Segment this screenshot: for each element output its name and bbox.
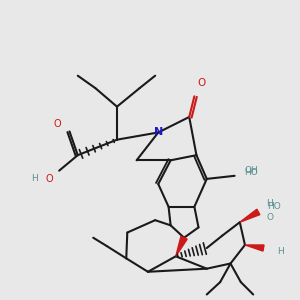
Text: O: O xyxy=(266,213,273,222)
Text: N: N xyxy=(154,128,163,137)
Text: H: H xyxy=(31,174,38,183)
Polygon shape xyxy=(245,245,264,251)
Text: OH: OH xyxy=(244,166,258,175)
Text: HO: HO xyxy=(267,202,281,211)
Text: H: H xyxy=(266,199,273,208)
Text: O: O xyxy=(53,119,61,129)
Polygon shape xyxy=(240,209,260,222)
Text: H: H xyxy=(277,247,284,256)
Text: O: O xyxy=(45,174,53,184)
Text: HO: HO xyxy=(244,168,258,177)
Text: O: O xyxy=(197,78,206,88)
Polygon shape xyxy=(176,236,187,256)
